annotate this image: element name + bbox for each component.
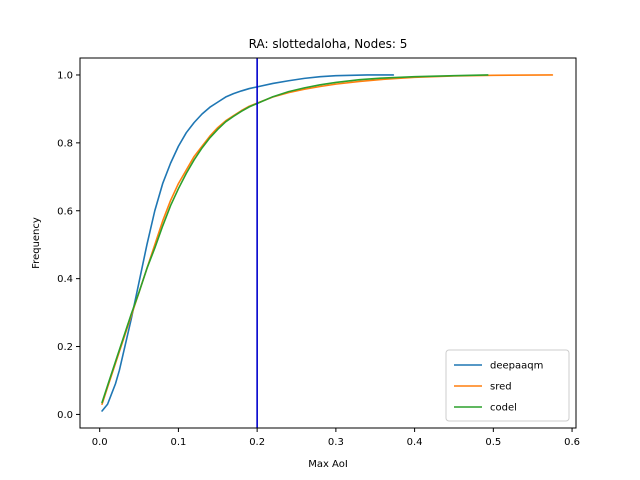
- x-tick-label: 0.2: [249, 437, 265, 448]
- legend-items: deepaaqm sred codel: [454, 361, 543, 414]
- legend-box: [445, 349, 570, 422]
- y-tick-label: 1.0: [57, 70, 73, 81]
- series-line-codel: [101, 74, 489, 404]
- chart-title: RA: slottedaloha, Nodes: 5: [249, 37, 408, 51]
- y-tick-label: 0.4: [57, 274, 73, 285]
- x-tick-label: 0.4: [407, 437, 423, 448]
- y-tick-label: 0.8: [57, 138, 73, 149]
- x-axis: 0.0 0.1 0.2 0.3 0.4 0.5 0.6: [92, 428, 580, 448]
- legend: deepaaqm sred codel: [445, 349, 570, 422]
- x-tick-label: 0.3: [328, 437, 344, 448]
- legend-label-sred: sred: [490, 382, 512, 393]
- y-tick-label: 0.0: [57, 410, 73, 421]
- series-line-deepaaqm: [101, 74, 395, 412]
- y-tick-label: 0.2: [57, 342, 73, 353]
- legend-label-deepaaqm: deepaaqm: [490, 361, 543, 372]
- y-axis-label: Frequency: [31, 217, 42, 269]
- plot-area: [79, 57, 577, 429]
- legend-label-codel: codel: [490, 403, 517, 414]
- x-tick-label: 0.0: [92, 437, 108, 448]
- series-layer: [101, 58, 554, 428]
- y-tick-label: 0.6: [57, 206, 73, 217]
- x-tick-label: 0.1: [170, 437, 186, 448]
- y-axis: 0.0 0.2 0.4 0.6 0.8 1.0: [57, 70, 80, 421]
- x-tick-label: 0.5: [485, 437, 501, 448]
- plot-frame: [79, 57, 577, 429]
- x-tick-label: 0.6: [564, 437, 580, 448]
- x-axis-label: Max AoI: [308, 459, 348, 470]
